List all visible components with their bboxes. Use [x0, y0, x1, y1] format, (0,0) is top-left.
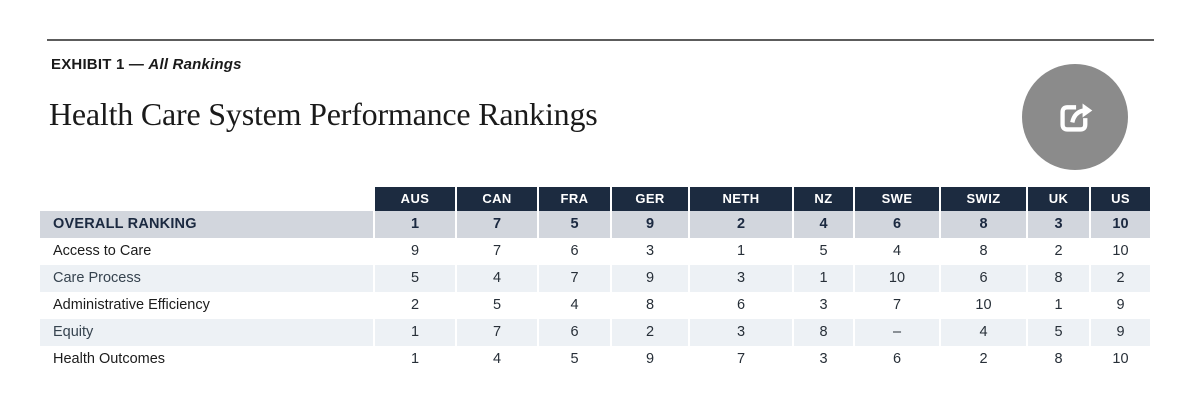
rank-cell-aus: 1 [375, 211, 455, 238]
row-label: Health Outcomes [53, 351, 166, 367]
share-button[interactable] [1022, 64, 1128, 170]
column-header-swe: SWE [855, 187, 939, 211]
rank-cell-aus: 2 [410, 297, 420, 313]
exhibit-prefix: EXHIBIT 1 — [51, 56, 149, 73]
rank-cell-uk: 3 [1028, 211, 1089, 238]
rank-cell-aus: 5 [375, 265, 455, 292]
rank-cell-fra: 5 [570, 351, 579, 367]
rank-cell-swiz: 4 [941, 319, 1026, 346]
rank-cell-swe: 4 [892, 243, 902, 259]
rank-cell-ger: 9 [612, 211, 688, 238]
rank-cell-swiz: 8 [941, 211, 1026, 238]
column-header-fra: FRA [539, 187, 610, 211]
column-header-neth: NETH [690, 187, 792, 211]
rank-cell-us: 10 [1112, 351, 1129, 367]
rank-cell-swiz: 8 [979, 243, 988, 259]
rank-cell-can: 4 [457, 265, 537, 292]
column-header-ger: GER [612, 187, 688, 211]
rank-cell-neth: 7 [736, 351, 746, 367]
rank-cell-ger: 3 [645, 243, 655, 259]
rank-cell-nz: 3 [819, 351, 828, 367]
rank-cell-swe: 6 [892, 351, 902, 367]
rank-cell-ger: 9 [612, 265, 688, 292]
top-divider [47, 39, 1154, 41]
rank-cell-can: 7 [492, 243, 502, 259]
page-title: Health Care System Performance Rankings [49, 96, 598, 132]
column-header-us: US [1091, 187, 1150, 211]
rank-cell-uk: 5 [1028, 319, 1089, 346]
rank-cell-fra: 6 [570, 243, 579, 259]
rank-cell-can: 7 [457, 211, 537, 238]
rank-cell-swe: 6 [855, 211, 939, 238]
rank-cell-fra: 6 [539, 319, 610, 346]
rank-cell-nz: 3 [819, 297, 828, 313]
rank-cell-us: 9 [1116, 297, 1125, 313]
column-header-aus: AUS [375, 187, 455, 211]
rank-cell-nz: 1 [794, 265, 853, 292]
rank-cell-swiz: 6 [941, 265, 1026, 292]
column-header-swiz: SWIZ [941, 187, 1026, 211]
rank-cell-uk: 2 [1054, 243, 1063, 259]
rank-cell-neth: 2 [690, 211, 792, 238]
rank-cell-aus: 1 [375, 319, 455, 346]
rank-cell-fra: 7 [539, 265, 610, 292]
rank-cell-swiz: 10 [975, 297, 992, 313]
rank-cell-us: 2 [1091, 265, 1150, 292]
rank-cell-neth: 6 [736, 297, 746, 313]
rank-cell-us: 10 [1112, 243, 1129, 259]
rank-cell-neth: 3 [690, 265, 792, 292]
rank-cell-nz: 5 [819, 243, 828, 259]
row-label: OVERALL RANKING [40, 211, 373, 238]
rank-cell-ger: 8 [645, 297, 655, 313]
row-label: Administrative Efficiency [53, 297, 210, 313]
column-header-blank [40, 187, 373, 211]
rank-cell-uk: 8 [1028, 265, 1089, 292]
rank-cell-ger: 2 [612, 319, 688, 346]
rank-cell-can: 4 [492, 351, 502, 367]
column-header-can: CAN [457, 187, 537, 211]
rankings-table: AUS CAN FRA GER NETH NZ SWE SWIZ UK US OVERALL RAN… [40, 187, 1150, 373]
column-header-nz: NZ [794, 187, 853, 211]
rank-cell-swe: – [855, 319, 939, 346]
rank-cell-us: 9 [1091, 319, 1150, 346]
rank-cell-fra: 4 [570, 297, 579, 313]
rank-cell-fra: 5 [539, 211, 610, 238]
rank-cell-neth: 3 [690, 319, 792, 346]
rank-cell-aus: 1 [410, 351, 420, 367]
rank-cell-swe: 7 [892, 297, 902, 313]
rank-cell-swe: 10 [855, 265, 939, 292]
column-header-uk: UK [1028, 187, 1089, 211]
rank-cell-swiz: 2 [979, 351, 988, 367]
row-label: Access to Care [53, 243, 152, 259]
rank-cell-neth: 1 [736, 243, 746, 259]
rank-cell-ger: 9 [645, 351, 655, 367]
rank-cell-aus: 9 [410, 243, 420, 259]
rank-cell-us: 10 [1091, 211, 1150, 238]
rank-cell-uk: 1 [1054, 297, 1063, 313]
rank-cell-nz: 4 [794, 211, 853, 238]
share-export-icon [1048, 90, 1102, 144]
exhibit-name: All Rankings [148, 56, 242, 73]
rank-cell-can: 7 [457, 319, 537, 346]
exhibit-label: EXHIBIT 1 — All Rankings [51, 56, 242, 73]
rank-cell-nz: 8 [794, 319, 853, 346]
rank-cell-can: 5 [492, 297, 502, 313]
rank-cell-uk: 8 [1054, 351, 1063, 367]
row-label: Care Process [40, 265, 373, 292]
row-label: Equity [40, 319, 373, 346]
